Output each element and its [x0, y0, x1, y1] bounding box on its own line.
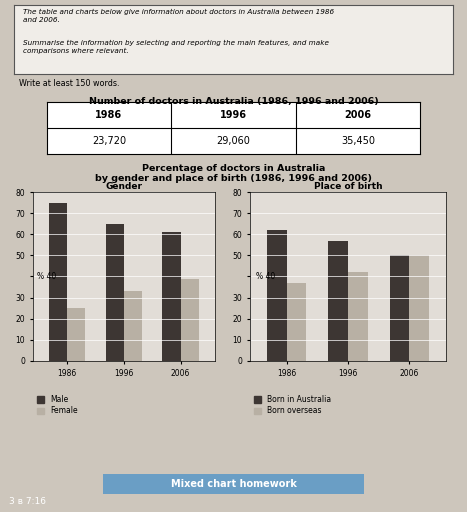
Text: Number of doctors in Australia (1986, 1996 and 2006): Number of doctors in Australia (1986, 19… [89, 97, 378, 106]
Bar [49, 203, 67, 361]
Bar [124, 291, 142, 361]
Text: Write at least 150 words.: Write at least 150 words. [19, 79, 119, 89]
Text: The table and charts below give information about doctors in Australia between 1: The table and charts below give informat… [23, 9, 334, 23]
Text: 3 в 7:16: 3 в 7:16 [9, 497, 46, 506]
Text: 29,060: 29,060 [217, 136, 250, 146]
Bar [163, 232, 181, 361]
Title: Place of birth: Place of birth [314, 182, 382, 191]
Legend: Male, Female: Male, Female [36, 395, 78, 415]
Text: 23,720: 23,720 [92, 136, 126, 146]
Bar [328, 241, 348, 361]
Text: Mixed chart homework: Mixed chart homework [170, 479, 297, 489]
Bar [106, 224, 124, 361]
Text: 1986: 1986 [95, 110, 122, 120]
Bar [287, 283, 306, 361]
Bar [267, 230, 287, 361]
Title: Gender: Gender [105, 182, 142, 191]
Legend: Born in Australia, Born overseas: Born in Australia, Born overseas [254, 395, 332, 415]
Text: 35,450: 35,450 [341, 136, 375, 146]
Text: 1996: 1996 [220, 110, 247, 120]
Bar [67, 308, 85, 361]
Text: % 40: % 40 [256, 272, 276, 281]
Bar [409, 255, 429, 361]
Bar [389, 255, 409, 361]
Text: % 40: % 40 [37, 272, 57, 281]
Bar [181, 279, 199, 361]
Text: by gender and place of birth (1986, 1996 and 2006): by gender and place of birth (1986, 1996… [95, 174, 372, 183]
Bar [348, 272, 368, 361]
Text: 2006: 2006 [345, 110, 372, 120]
Text: Percentage of doctors in Australia: Percentage of doctors in Australia [142, 164, 325, 173]
Text: Summarise the information by selecting and reporting the main features, and make: Summarise the information by selecting a… [23, 40, 329, 54]
